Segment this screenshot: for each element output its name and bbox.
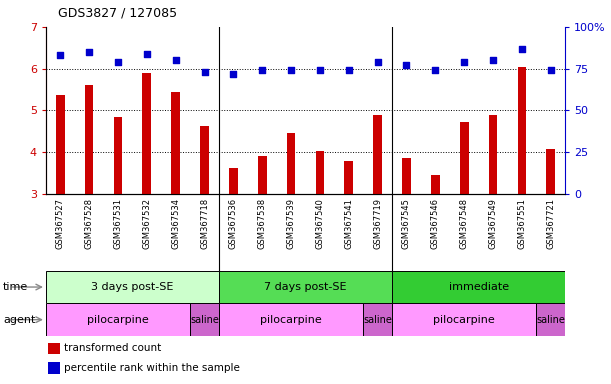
Bar bbox=[114, 117, 122, 194]
Text: GSM367534: GSM367534 bbox=[171, 198, 180, 249]
Text: saline: saline bbox=[363, 314, 392, 325]
Point bbox=[488, 57, 498, 63]
Point bbox=[430, 67, 440, 73]
Bar bbox=[46, 271, 219, 303]
Bar bbox=[85, 85, 93, 194]
Bar bbox=[229, 168, 238, 194]
Text: pilocarpine: pilocarpine bbox=[260, 314, 322, 325]
Bar bbox=[171, 92, 180, 194]
Point bbox=[459, 59, 469, 65]
Text: agent: agent bbox=[3, 314, 35, 325]
Text: GSM367539: GSM367539 bbox=[287, 198, 296, 249]
Text: GSM367531: GSM367531 bbox=[114, 198, 122, 249]
Text: transformed count: transformed count bbox=[64, 343, 161, 353]
Point bbox=[170, 57, 181, 63]
Bar bbox=[287, 133, 295, 194]
Text: GSM367545: GSM367545 bbox=[402, 198, 411, 248]
Bar bbox=[402, 159, 411, 194]
Text: GSM367549: GSM367549 bbox=[489, 198, 497, 248]
Bar bbox=[190, 303, 219, 336]
Text: pilocarpine: pilocarpine bbox=[433, 314, 495, 325]
Bar bbox=[392, 303, 536, 336]
Point bbox=[517, 46, 527, 52]
Point bbox=[344, 67, 354, 73]
Point bbox=[373, 59, 382, 65]
Point bbox=[315, 67, 325, 73]
Point bbox=[56, 52, 65, 58]
Text: 7 days post-SE: 7 days post-SE bbox=[264, 282, 347, 292]
Bar bbox=[392, 271, 565, 303]
Bar bbox=[56, 95, 65, 194]
Point bbox=[229, 71, 238, 77]
Bar bbox=[48, 362, 60, 374]
Bar bbox=[258, 156, 266, 194]
Text: GSM367546: GSM367546 bbox=[431, 198, 440, 249]
Point bbox=[286, 67, 296, 73]
Bar bbox=[489, 116, 497, 194]
Text: GSM367548: GSM367548 bbox=[459, 198, 469, 249]
Text: GSM367541: GSM367541 bbox=[344, 198, 353, 248]
Point bbox=[113, 59, 123, 65]
Text: time: time bbox=[3, 282, 28, 292]
Text: GSM367528: GSM367528 bbox=[84, 198, 93, 249]
Point bbox=[546, 67, 555, 73]
Text: saline: saline bbox=[190, 314, 219, 325]
Bar bbox=[460, 122, 469, 194]
Text: GSM367719: GSM367719 bbox=[373, 198, 382, 249]
Text: GSM367536: GSM367536 bbox=[229, 198, 238, 249]
Bar bbox=[316, 151, 324, 194]
Text: 3 days post-SE: 3 days post-SE bbox=[91, 282, 174, 292]
Text: GSM367718: GSM367718 bbox=[200, 198, 209, 249]
Text: GSM367540: GSM367540 bbox=[315, 198, 324, 248]
Text: GDS3827 / 127085: GDS3827 / 127085 bbox=[58, 6, 177, 19]
Bar bbox=[546, 149, 555, 194]
Bar bbox=[345, 161, 353, 194]
Text: saline: saline bbox=[536, 314, 565, 325]
Text: GSM367538: GSM367538 bbox=[258, 198, 267, 249]
Bar bbox=[142, 73, 151, 194]
Text: immediate: immediate bbox=[448, 282, 509, 292]
Bar bbox=[219, 271, 392, 303]
Bar bbox=[200, 126, 209, 194]
Text: GSM367532: GSM367532 bbox=[142, 198, 152, 249]
Bar bbox=[518, 66, 526, 194]
Text: GSM367721: GSM367721 bbox=[546, 198, 555, 249]
Text: GSM367551: GSM367551 bbox=[518, 198, 527, 248]
Bar bbox=[46, 303, 190, 336]
Bar bbox=[373, 116, 382, 194]
Point bbox=[84, 49, 94, 55]
Text: GSM367527: GSM367527 bbox=[56, 198, 65, 249]
Text: percentile rank within the sample: percentile rank within the sample bbox=[64, 363, 240, 373]
Bar bbox=[48, 343, 60, 354]
Bar bbox=[363, 303, 392, 336]
Bar bbox=[431, 175, 440, 194]
Point bbox=[401, 62, 411, 68]
Point bbox=[257, 67, 267, 73]
Point bbox=[142, 51, 152, 57]
Bar bbox=[536, 303, 565, 336]
Text: pilocarpine: pilocarpine bbox=[87, 314, 149, 325]
Point bbox=[200, 69, 210, 75]
Bar bbox=[219, 303, 363, 336]
